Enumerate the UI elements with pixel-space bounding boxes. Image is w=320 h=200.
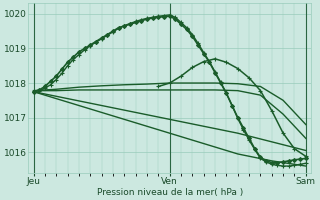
X-axis label: Pression niveau de la mer( hPa ): Pression niveau de la mer( hPa ) [97, 188, 243, 197]
